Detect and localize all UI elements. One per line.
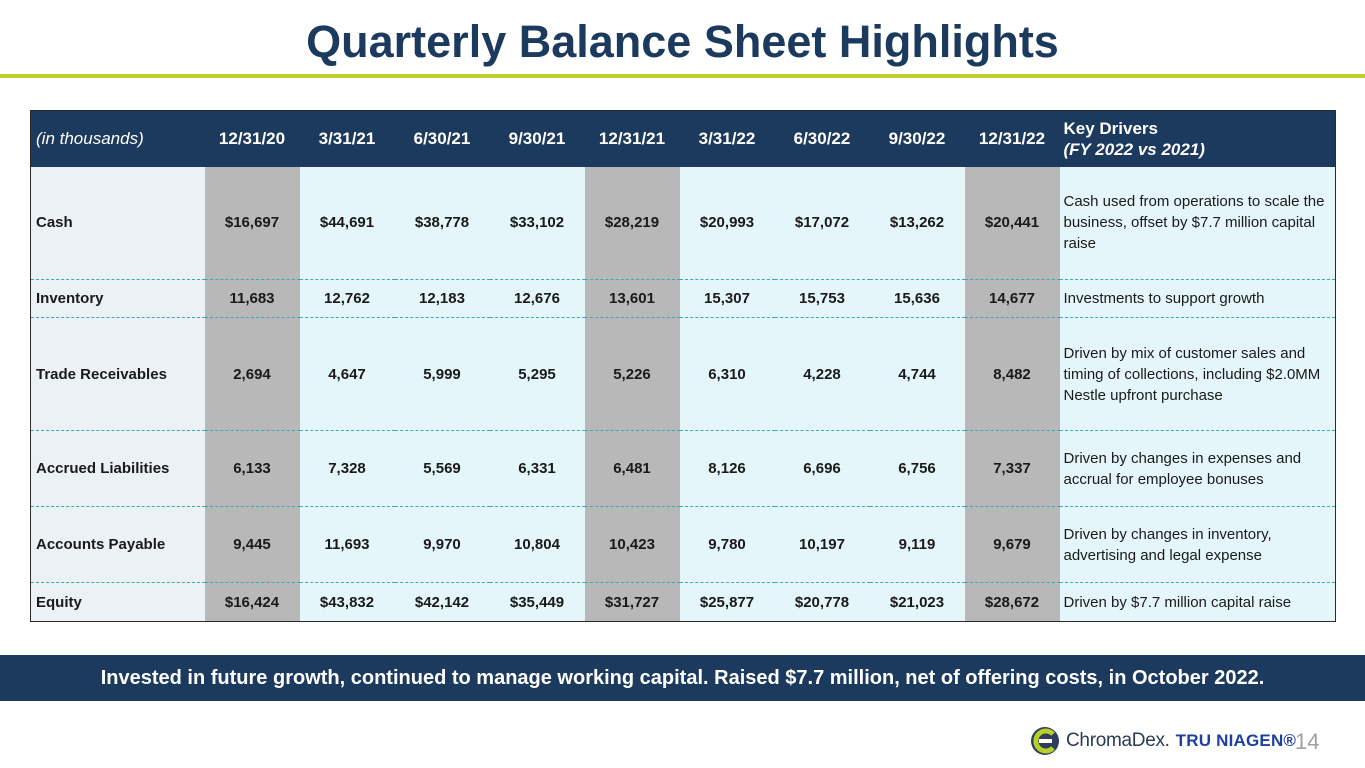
value-cell: 15,307 [679, 279, 775, 319]
value-cell: 7,337 [964, 430, 1060, 508]
summary-banner: Invested in future growth, continued to … [0, 655, 1365, 701]
page-title: Quarterly Balance Sheet Highlights [306, 16, 1059, 67]
row-label: Inventory [30, 279, 205, 319]
value-cell: 5,569 [394, 430, 490, 508]
table-row: Trade Receivables 2,694 4,647 5,999 5,295 5,2… [30, 317, 1336, 432]
row-label: Cash [30, 167, 205, 280]
key-driver-cell: Driven by changes in inventory, advertis… [1059, 506, 1336, 584]
value-cell: 6,133 [204, 430, 300, 508]
column-header: 12/31/21 [584, 110, 680, 167]
table-row: Inventory 11,683 12,762 12,183 12,676 13,601 1… [30, 279, 1336, 319]
row-label: Trade Receivables [30, 317, 205, 432]
column-header: 9/30/22 [869, 110, 965, 167]
value-cell: 7,328 [299, 430, 395, 508]
value-cell: 4,647 [299, 317, 395, 432]
key-drivers-title: Key Drivers [1063, 119, 1159, 138]
value-cell: 8,126 [679, 430, 775, 508]
value-cell: 6,756 [869, 430, 965, 508]
value-cell: $20,441 [964, 167, 1060, 280]
value-cell: 5,226 [584, 317, 680, 432]
value-cell: 11,693 [299, 506, 395, 584]
key-driver-cell: Investments to support growth [1059, 279, 1336, 319]
value-cell: 9,119 [869, 506, 965, 584]
value-cell: $21,023 [869, 582, 965, 622]
table-row: Equity $16,424 $43,832 $42,142 $35,449 $31,72… [30, 582, 1336, 622]
chromadex-logo: ChromaDex. TRU NIAGEN® [1030, 726, 1296, 756]
value-cell: 14,677 [964, 279, 1060, 319]
value-cell: 8,482 [964, 317, 1060, 432]
value-cell: 12,183 [394, 279, 490, 319]
value-cell: 2,694 [204, 317, 300, 432]
value-cell: $38,778 [394, 167, 490, 280]
value-cell: 11,683 [204, 279, 300, 319]
value-cell: 6,331 [489, 430, 585, 508]
value-cell: 6,696 [774, 430, 870, 508]
value-cell: 13,601 [584, 279, 680, 319]
value-cell: 10,423 [584, 506, 680, 584]
column-header: 3/31/21 [299, 110, 395, 167]
value-cell: 12,762 [299, 279, 395, 319]
value-cell: 9,780 [679, 506, 775, 584]
value-cell: $28,219 [584, 167, 680, 280]
units-header: (in thousands) [30, 110, 205, 167]
row-label: Equity [30, 582, 205, 622]
table-header-row: (in thousands) 12/31/20 3/31/21 6/30/21 … [30, 110, 1336, 167]
value-cell: $43,832 [299, 582, 395, 622]
key-driver-cell: Driven by $7.7 million capital raise [1059, 582, 1336, 622]
value-cell: $28,672 [964, 582, 1060, 622]
value-cell: 9,445 [204, 506, 300, 584]
key-drivers-subtitle: (FY 2022 vs 2021) [1063, 140, 1205, 159]
value-cell: $16,697 [204, 167, 300, 280]
row-label: Accounts Payable [30, 506, 205, 584]
value-cell: 15,636 [869, 279, 965, 319]
title-underline [0, 74, 1365, 78]
value-cell: $35,449 [489, 582, 585, 622]
value-cell: 4,744 [869, 317, 965, 432]
value-cell: $16,424 [204, 582, 300, 622]
column-header: 6/30/22 [774, 110, 870, 167]
value-cell: 6,310 [679, 317, 775, 432]
value-cell: 5,999 [394, 317, 490, 432]
value-cell: 12,676 [489, 279, 585, 319]
value-cell: $44,691 [299, 167, 395, 280]
key-drivers-header: Key Drivers (FY 2022 vs 2021) [1059, 110, 1336, 167]
column-header: 9/30/21 [489, 110, 585, 167]
chromadex-wordmark: ChromaDex. [1066, 730, 1170, 751]
key-driver-cell: Driven by changes in expenses and accrua… [1059, 430, 1336, 508]
column-header: 6/30/21 [394, 110, 490, 167]
value-cell: 10,197 [774, 506, 870, 584]
value-cell: $25,877 [679, 582, 775, 622]
balance-sheet-table: (in thousands) 12/31/20 3/31/21 6/30/21 … [30, 110, 1336, 622]
column-header: 12/31/20 [204, 110, 300, 167]
value-cell: $33,102 [489, 167, 585, 280]
value-cell: 10,804 [489, 506, 585, 584]
value-cell: $20,993 [679, 167, 775, 280]
value-cell: 5,295 [489, 317, 585, 432]
value-cell: 9,679 [964, 506, 1060, 584]
value-cell: 4,228 [774, 317, 870, 432]
table-row: Accounts Payable 9,445 11,693 9,970 10,804 10… [30, 506, 1336, 584]
value-cell: 15,753 [774, 279, 870, 319]
value-cell: $42,142 [394, 582, 490, 622]
column-header: 3/31/22 [679, 110, 775, 167]
column-header: 12/31/22 [964, 110, 1060, 167]
value-cell: $20,778 [774, 582, 870, 622]
key-driver-cell: Cash used from operations to scale the b… [1059, 167, 1336, 280]
page-number: 14 [1295, 729, 1320, 754]
value-cell: 9,970 [394, 506, 490, 584]
value-cell: 6,481 [584, 430, 680, 508]
table-row: Accrued Liabilities 6,133 7,328 5,569 6,331 6… [30, 430, 1336, 508]
key-driver-cell: Driven by mix of customer sales and timi… [1059, 317, 1336, 432]
row-label: Accrued Liabilities [30, 430, 205, 508]
tru-niagen-wordmark: TRU NIAGEN® [1175, 731, 1297, 750]
value-cell: $13,262 [869, 167, 965, 280]
table-row: Cash $16,697 $44,691 $38,778 $33,102 $28,219 $… [30, 167, 1336, 280]
value-cell: $17,072 [774, 167, 870, 280]
chromadex-logo-icon [1031, 727, 1059, 755]
value-cell: $31,727 [584, 582, 680, 622]
